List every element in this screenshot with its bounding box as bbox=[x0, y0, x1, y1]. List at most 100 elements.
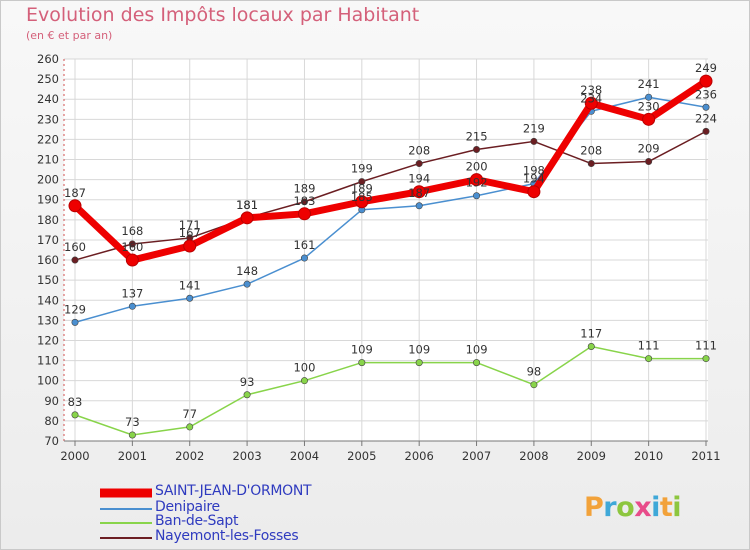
x-tick-label: 2000 bbox=[60, 449, 89, 463]
data-label: 167 bbox=[179, 226, 201, 240]
data-point bbox=[358, 178, 366, 186]
data-label: 148 bbox=[236, 264, 258, 278]
data-label: 189 bbox=[293, 182, 315, 196]
data-label: 238 bbox=[580, 83, 602, 97]
y-tick-label: 240 bbox=[37, 92, 59, 106]
data-point bbox=[473, 359, 481, 367]
data-point bbox=[415, 359, 423, 367]
data-point bbox=[645, 355, 653, 363]
data-label: 208 bbox=[408, 144, 430, 158]
series-line-0 bbox=[71, 77, 710, 264]
y-tick-label: 250 bbox=[37, 72, 59, 86]
x-tick-label: 2009 bbox=[577, 449, 606, 463]
data-label: 160 bbox=[121, 240, 143, 254]
data-label: 241 bbox=[638, 77, 660, 91]
data-point bbox=[702, 355, 710, 363]
data-point bbox=[530, 381, 538, 389]
data-label: 181 bbox=[236, 198, 258, 212]
y-tick-label: 130 bbox=[37, 313, 59, 327]
proxiti-logo: Proxiti bbox=[584, 492, 682, 523]
data-label: 236 bbox=[695, 87, 717, 101]
y-tick-label: 170 bbox=[37, 233, 59, 247]
y-tick-label: 100 bbox=[37, 374, 59, 388]
series bbox=[68, 74, 713, 439]
data-point bbox=[300, 198, 308, 206]
data-label: 208 bbox=[580, 144, 602, 158]
data-label: 249 bbox=[695, 61, 717, 75]
data-point bbox=[128, 431, 136, 439]
data-label: 234 bbox=[580, 91, 602, 105]
data-label: 187 bbox=[408, 186, 430, 200]
legend-label-nayemont: Nayemont-les-Fosses bbox=[155, 528, 299, 544]
x-tick-label: 2008 bbox=[519, 449, 548, 463]
data-point bbox=[473, 145, 481, 153]
data-point bbox=[71, 318, 79, 326]
data-point bbox=[584, 96, 598, 110]
y-tick-label: 220 bbox=[37, 132, 59, 146]
y-tick-label: 140 bbox=[37, 293, 59, 307]
data-point bbox=[587, 160, 595, 168]
legend-label-saint-jean: SAINT-JEAN-D'ORMONT bbox=[155, 483, 312, 499]
y-tick-label: 260 bbox=[37, 52, 59, 66]
x-tick-label: 2002 bbox=[175, 449, 204, 463]
data-point bbox=[645, 158, 653, 166]
y-tick-label: 200 bbox=[37, 173, 59, 187]
data-point bbox=[699, 74, 713, 88]
data-point bbox=[415, 202, 423, 210]
y-tick-label: 90 bbox=[44, 394, 59, 408]
data-point bbox=[412, 185, 426, 199]
legend-item-denipaire: Denipaire bbox=[100, 499, 420, 516]
data-label: 109 bbox=[408, 343, 430, 357]
legend-swatch-saint-jean bbox=[100, 488, 152, 497]
legend-swatch-denipaire bbox=[100, 507, 152, 510]
data-label: 171 bbox=[179, 218, 201, 232]
data-label: 183 bbox=[293, 194, 315, 208]
data-point bbox=[243, 280, 251, 288]
data-label: 111 bbox=[638, 339, 660, 353]
axes: 7080901001101201301401501601701801902002… bbox=[37, 52, 721, 463]
data-label: 194 bbox=[523, 172, 545, 186]
data-label: 181 bbox=[236, 198, 258, 212]
data-point bbox=[642, 112, 656, 126]
data-label: 230 bbox=[638, 99, 660, 113]
series-line-3 bbox=[74, 130, 707, 261]
y-tick-label: 110 bbox=[37, 354, 59, 368]
y-tick-label: 230 bbox=[37, 112, 59, 126]
y-tick-label: 210 bbox=[37, 153, 59, 167]
data-point bbox=[470, 173, 484, 187]
data-label: 215 bbox=[466, 129, 488, 143]
x-tick-label: 2004 bbox=[290, 449, 319, 463]
data-point bbox=[527, 185, 541, 199]
data-label: 161 bbox=[293, 238, 315, 252]
data-label: 187 bbox=[64, 186, 86, 200]
data-point bbox=[358, 359, 366, 367]
data-label: 117 bbox=[580, 327, 602, 341]
data-label: 192 bbox=[466, 176, 488, 190]
x-tick-label: 2010 bbox=[634, 449, 663, 463]
legend-swatch-ban-de-sapt bbox=[100, 521, 152, 524]
data-point bbox=[587, 343, 595, 351]
legend-item-ban-de-sapt: Ban-de-Sapt bbox=[100, 513, 420, 530]
data-label: 109 bbox=[466, 343, 488, 357]
data-point bbox=[473, 192, 481, 200]
data-label: 219 bbox=[523, 121, 545, 135]
legend-label-ban-de-sapt: Ban-de-Sapt bbox=[155, 513, 239, 529]
data-point bbox=[68, 199, 82, 213]
data-point bbox=[128, 240, 136, 248]
data-point bbox=[243, 391, 251, 399]
data-label: 83 bbox=[68, 395, 83, 409]
x-tick-label: 2007 bbox=[462, 449, 491, 463]
data-label: 111 bbox=[695, 339, 717, 353]
data-label: 209 bbox=[638, 142, 660, 156]
legend-item-nayemont: Nayemont-les-Fosses bbox=[100, 528, 420, 545]
data-point bbox=[240, 211, 254, 225]
data-label: 77 bbox=[182, 407, 197, 421]
y-tick-label: 150 bbox=[37, 273, 59, 287]
data-point bbox=[186, 423, 194, 431]
data-point bbox=[702, 103, 710, 111]
x-tick-label: 2011 bbox=[691, 449, 720, 463]
x-tick-label: 2001 bbox=[118, 449, 147, 463]
chart-subtitle: (en € et par an) bbox=[26, 29, 113, 42]
